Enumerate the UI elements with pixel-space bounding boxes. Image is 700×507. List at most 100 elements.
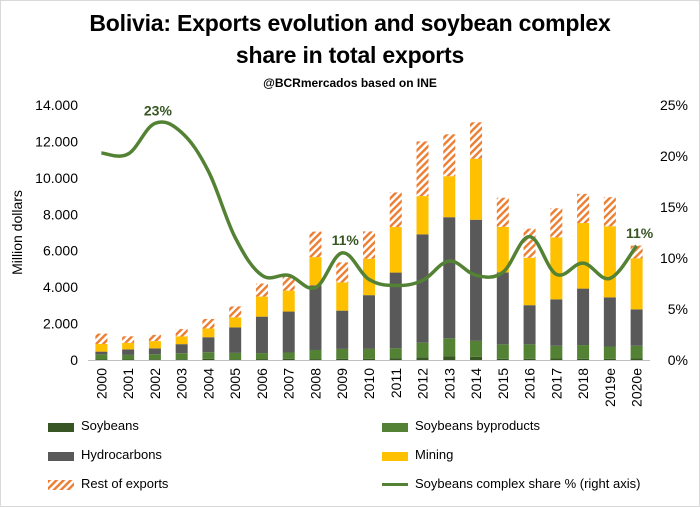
bar-mining-2020e: [630, 258, 643, 310]
bar-rest-2007: [282, 276, 295, 291]
x-tick-label: 2002: [147, 368, 163, 399]
bar-rest-2018: [577, 193, 590, 224]
legend-label-byproducts: Soybeans byproducts: [415, 418, 541, 433]
y-tick-label: 4.000: [43, 279, 78, 295]
bar-rest-2004: [202, 319, 215, 329]
x-tick-label: 2005: [227, 368, 243, 399]
x-tick-label: 2017: [548, 368, 564, 399]
bar-byproducts-2006: [255, 353, 268, 360]
legend-label-rest: Rest of exports: [81, 476, 169, 491]
bar-soybeans-2009: [336, 358, 349, 360]
bar-hydrocarbons-2003: [175, 344, 188, 354]
bar-mining-2000: [95, 343, 108, 352]
bar-rest-2010: [363, 231, 375, 259]
bar-hydrocarbons-2000: [95, 351, 108, 355]
bar-byproducts-2020e: [630, 345, 643, 359]
annotation-label: 11%: [332, 232, 360, 248]
legend-label-hydrocarbons: Hydrocarbons: [81, 447, 162, 462]
y2-tick-label: 15%: [660, 199, 688, 215]
bar-soybeans-2016: [523, 358, 536, 360]
bar-soybeans-2004: [202, 358, 215, 360]
bar-hydrocarbons-2019e: [603, 297, 616, 347]
bar-soybeans-2014: [470, 356, 483, 360]
bar-soybeans-2002: [148, 359, 161, 360]
bar-mining-2015: [496, 226, 509, 273]
bar-byproducts-2007: [282, 352, 295, 359]
y2-tick-label: 25%: [660, 97, 688, 113]
bar-byproducts-2012: [416, 342, 429, 358]
bar-soybeans-2019e: [603, 358, 616, 360]
legend-swatch-hydrocarbons: [48, 452, 74, 461]
bar-mining-2011: [389, 227, 402, 273]
x-tick-label: 2006: [254, 368, 270, 399]
x-tick-label: 2013: [441, 368, 457, 399]
bar-rest-2006: [255, 283, 268, 297]
bar-byproducts-2005: [229, 352, 242, 360]
bar-byproducts-2008: [309, 349, 322, 360]
bar-hydrocarbons-2017: [550, 299, 563, 346]
bar-hydrocarbons-2015: [496, 272, 509, 345]
bar-byproducts-2003: [175, 353, 188, 360]
bar-rest-2001: [122, 336, 135, 343]
x-tick-label: 2019e: [602, 368, 618, 407]
y-tick-label: 14.000: [35, 97, 78, 113]
bar-byproducts-2009: [336, 348, 349, 359]
bar-soybeans-2006: [255, 359, 268, 360]
x-tick-label: 2007: [281, 368, 297, 399]
bar-rest-2003: [175, 329, 188, 337]
bar-soybeans-2010: [363, 358, 375, 360]
chart-title-line2: share in total exports: [235, 42, 465, 68]
x-tick-label: 2001: [120, 368, 136, 399]
bar-hydrocarbons-2011: [389, 272, 402, 349]
bar-hydrocarbons-2006: [255, 316, 268, 354]
bar-hydrocarbons-2016: [523, 305, 536, 345]
legend-swatch-share: [382, 483, 408, 486]
bar-soybeans-2012: [416, 357, 429, 360]
bar-rest-2008: [309, 231, 322, 258]
x-tick-label: 2008: [307, 368, 323, 399]
bar-byproducts-2015: [496, 344, 509, 359]
bar-mining-2008: [309, 257, 322, 286]
bar-byproducts-2018: [577, 345, 590, 359]
bar-soybeans-2015: [496, 358, 509, 360]
bar-mining-2005: [229, 317, 242, 328]
bar-hydrocarbons-2004: [202, 337, 215, 353]
bar-soybeans-2018: [577, 358, 590, 360]
annotation-label: 23%: [144, 102, 173, 118]
bar-mining-2019e: [603, 226, 616, 298]
x-tick-label: 2020e: [629, 368, 645, 407]
legend-swatch-soybeans: [48, 423, 74, 432]
y-tick-label: 12.000: [35, 133, 78, 149]
bar-byproducts-2011: [389, 348, 402, 359]
bar-mining-2017: [550, 237, 563, 300]
y2-tick-label: 0%: [668, 352, 688, 368]
bar-hydrocarbons-2010: [363, 295, 375, 349]
y-tick-label: 0: [70, 352, 78, 368]
bar-rest-2016: [523, 228, 536, 258]
bar-mining-2013: [443, 176, 456, 218]
annotation-label: 11%: [626, 225, 654, 241]
bar-mining-2006: [255, 296, 268, 317]
legend-swatch-byproducts: [382, 423, 408, 432]
x-tick-label: 2016: [522, 368, 538, 399]
bar-mining-2001: [122, 342, 135, 350]
bar-byproducts-2010: [363, 348, 375, 359]
bar-byproducts-2013: [443, 338, 456, 357]
bar-hydrocarbons-2014: [470, 219, 483, 341]
bar-byproducts-2017: [550, 345, 563, 359]
y2-tick-label: 5%: [668, 301, 688, 317]
x-tick-label: 2004: [200, 368, 216, 399]
legend-label-soybeans: Soybeans: [81, 418, 139, 433]
bar-soybeans-2013: [443, 356, 456, 360]
y-tick-label: 8.000: [43, 206, 78, 222]
x-tick-label: 2003: [174, 368, 190, 399]
x-tick-label: 2018: [575, 368, 591, 399]
bar-byproducts-2001: [122, 354, 135, 360]
bar-rest-2014: [470, 122, 483, 159]
bar-mining-2004: [202, 328, 215, 338]
bar-rest-2015: [496, 197, 509, 227]
x-tick-label: 2012: [415, 368, 431, 399]
x-tick-label: 2000: [93, 368, 109, 399]
bar-rest-2002: [148, 334, 161, 342]
y2-tick-label: 20%: [660, 148, 688, 164]
